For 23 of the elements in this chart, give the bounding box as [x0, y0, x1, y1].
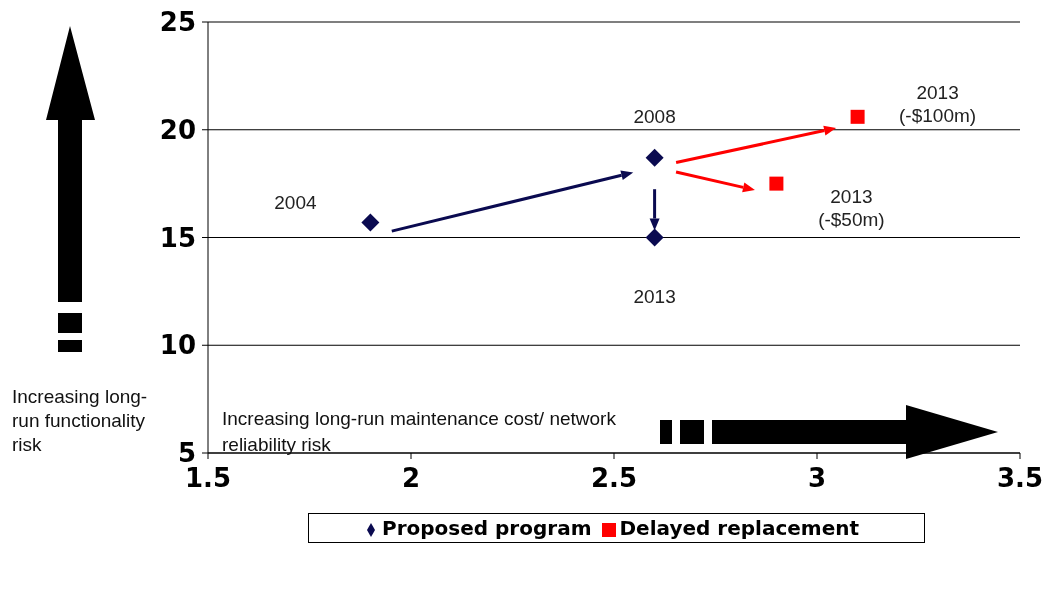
point: [645, 148, 664, 167]
legend-label: Delayed replacement: [619, 516, 860, 540]
x-tick-label: 3: [807, 463, 827, 494]
annotation: 2004: [274, 192, 317, 214]
x-tick-label: 1.5: [184, 463, 232, 494]
annotation: 2008: [633, 106, 676, 128]
y-tick-label: 10: [159, 330, 196, 361]
annotation: 2013 (-$50m): [818, 185, 885, 230]
legend-label: Proposed program: [381, 516, 592, 540]
point: [645, 228, 664, 247]
y-tick-label: 20: [159, 114, 196, 145]
x-tick-label: 2.5: [590, 463, 638, 494]
x-tick-label: 2: [401, 463, 421, 494]
x-tick-label: 3.5: [996, 463, 1044, 494]
y-tick-label: 25: [159, 7, 196, 38]
y-axis-title: Increasing long-run functionality risk: [12, 385, 149, 457]
point: [850, 109, 865, 124]
point: [361, 213, 380, 232]
annotation: 2013 (-$100m): [899, 82, 977, 127]
point: [769, 176, 784, 191]
y-tick-label: 15: [159, 222, 196, 253]
x-axis-title: Increasing long-run maintenance cost/ network reliability risk: [222, 407, 617, 457]
annotation: 2013: [633, 285, 676, 307]
